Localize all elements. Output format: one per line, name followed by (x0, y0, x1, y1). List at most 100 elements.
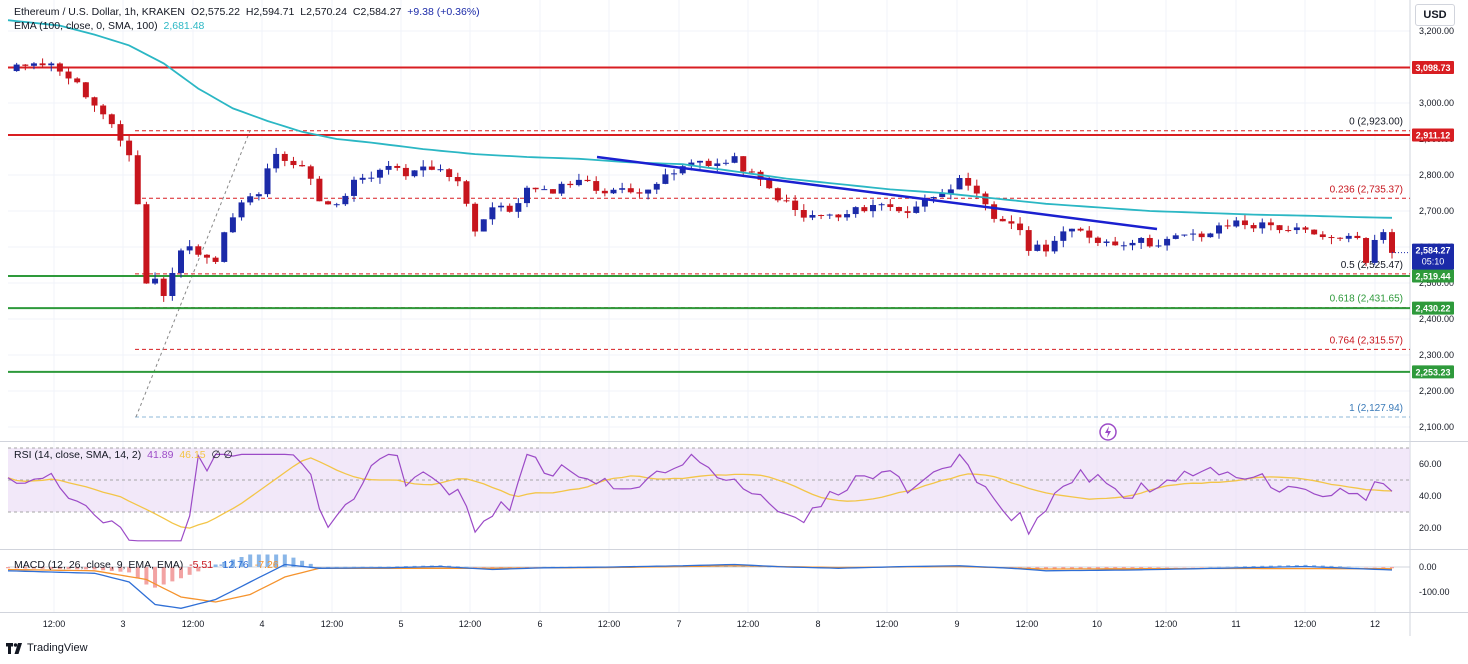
fib-level-label: 0.5 (2,525.47) (1341, 260, 1403, 271)
macd-histogram-bar (135, 567, 140, 579)
lightning-icon-bolt (1105, 426, 1111, 438)
macd-histogram-bar (1009, 567, 1014, 568)
candle-body (126, 140, 133, 156)
candle-body (1094, 237, 1101, 243)
candle-body (411, 170, 418, 177)
candle-body (601, 190, 608, 194)
macd-histogram-bar (248, 554, 253, 567)
time-tick-label: 4 (259, 619, 264, 629)
main-legend: Ethereum / U.S. Dollar, 1h, KRAKEN O2,57… (14, 6, 483, 19)
candle-body (203, 254, 210, 258)
time-tick-label: 12:00 (1294, 619, 1317, 629)
macd-histogram-bar (1026, 567, 1031, 568)
macd-histogram-bar (57, 567, 62, 569)
support-price-badge-bg (1412, 301, 1454, 315)
symbol-title[interactable]: Ethereum / U.S. Dollar, 1h, KRAKEN (14, 6, 185, 18)
candle-body (818, 215, 825, 217)
candle-body (584, 179, 591, 182)
candle-body (100, 105, 107, 115)
macd-histogram-bar (75, 567, 80, 570)
candle-body (671, 173, 678, 175)
countdown-label: 05:10 (1422, 257, 1445, 267)
candle-body (740, 156, 747, 172)
rsi-tick-label: 60.00 (1419, 459, 1442, 469)
macd-histogram-bar (49, 567, 54, 569)
price-tick-label: 3,000.00 (1419, 98, 1454, 108)
candle-body (1250, 225, 1257, 229)
macd-label[interactable]: MACD (12, 26, close, 9, EMA, EMA) (14, 559, 184, 571)
candle-body (774, 188, 781, 201)
macd-histogram-bar (1260, 565, 1265, 567)
candle-body (653, 183, 660, 190)
candle-body (541, 189, 548, 191)
candle-body (1068, 228, 1075, 232)
candle-body (921, 198, 928, 207)
macd-histogram-bar (343, 566, 348, 568)
candle-body (359, 177, 366, 180)
candle-body (48, 63, 55, 66)
candle-body (420, 166, 427, 171)
macd-histogram-bar (1277, 565, 1282, 567)
rsi-extra: ∅ ∅ (211, 449, 233, 461)
candle-body (1224, 225, 1231, 227)
candle-body (325, 201, 332, 205)
macd-signal-line (7, 565, 1393, 603)
price-tick-label: 2,100.00 (1419, 422, 1454, 432)
candle-body (1337, 237, 1344, 239)
candle-body (1112, 241, 1119, 246)
tradingview-logo[interactable]: TradingView (6, 642, 88, 654)
ema-label[interactable]: EMA (100, close, 0, SMA, 100) (14, 20, 158, 32)
macd-histogram-bar (14, 567, 19, 569)
macd-histogram-bar (533, 567, 538, 568)
time-axis[interactable]: 12:00 3 12:00 4 12:00 5 12:00 6 12:00 7 12:00 8 12:0… (43, 619, 1380, 629)
time-tick-label: 12:00 (876, 619, 899, 629)
candle-body (697, 160, 703, 163)
ohlc-low-label: L (300, 6, 307, 18)
candle-body (1328, 237, 1335, 239)
macd-histogram-bar (1069, 567, 1074, 569)
time-tick-label: 6 (537, 619, 542, 629)
macd-histogram-bar (153, 567, 158, 588)
candle-body (662, 174, 669, 184)
macd-histogram-bar (274, 554, 279, 567)
candle-body (376, 169, 383, 178)
time-tick-label: 12:00 (1155, 619, 1178, 629)
macd-histogram-bar (455, 566, 460, 567)
candle-body (178, 250, 184, 273)
macd-histogram-bar (239, 557, 244, 567)
macd-histogram-bar (23, 567, 28, 569)
candle-body (506, 205, 513, 212)
candle-body (1017, 223, 1024, 231)
macd-histogram-bar (1364, 567, 1369, 568)
macd-histogram-bar (1052, 567, 1057, 569)
price-axis[interactable]: 3,200.003,100.003,000.002,900.002,800.00… (1419, 26, 1454, 597)
rsi-legend: RSI (14, close, SMA, 14, 2) 41.89 46.15 … (14, 449, 236, 462)
candle-body (342, 195, 349, 205)
candle-body (1354, 235, 1361, 239)
candle-body (1276, 225, 1283, 231)
candlestick-series (13, 58, 1395, 302)
macd-histogram-bar (1147, 567, 1152, 568)
macd-histogram-bar (386, 566, 391, 567)
macd-histogram-bar (83, 567, 88, 570)
candle-body (645, 189, 652, 194)
candle-body (1164, 238, 1171, 246)
candle-body (91, 97, 98, 106)
macd-histogram-bar (127, 567, 132, 573)
candle-body (1259, 222, 1266, 229)
last-price-bg (1412, 243, 1454, 270)
rsi-label[interactable]: RSI (14, close, SMA, 14, 2) (14, 449, 142, 461)
currency-button[interactable]: USD (1415, 4, 1455, 26)
macd-histogram-bar (542, 566, 547, 568)
ohlc-close: 2,584.27 (360, 6, 402, 18)
macd-histogram-bar (300, 560, 305, 567)
fib-level-label: 0.618 (2,431.65) (1330, 294, 1403, 305)
price-change: +9.38 (+0.36%) (407, 6, 480, 18)
trendline[interactable] (596, 155, 1158, 231)
horizontal-levels[interactable] (8, 66, 1410, 373)
time-tick-label: 12:00 (598, 619, 621, 629)
macd-histogram-bar (109, 567, 114, 571)
macd-histogram-bar (1087, 567, 1092, 569)
macd-histogram-bar (1113, 567, 1118, 569)
